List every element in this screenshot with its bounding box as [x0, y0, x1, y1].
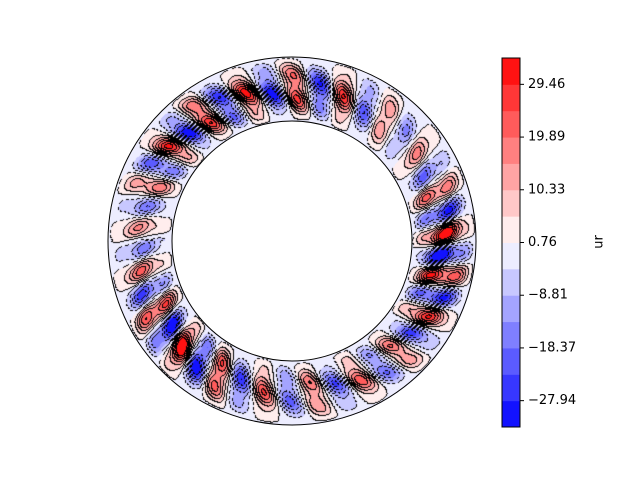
colorbar-band: [502, 58, 520, 85]
colorbar-band: [502, 374, 520, 402]
colorbar-tick-label: 0.76: [528, 235, 557, 250]
colorbar-band: [502, 84, 520, 112]
colorbar-band: [502, 400, 520, 428]
colorbar-band: [502, 137, 520, 164]
colorbar-band: [502, 295, 520, 323]
colorbar-tick-label: −8.81: [528, 288, 568, 303]
colorbar-ticks: 29.46 19.89 10.33 0.76 −8.81 −18.37 −27.94: [520, 77, 576, 408]
colorbar-band: [502, 189, 520, 217]
colorbar-band: [502, 321, 520, 349]
colorbar-tick-label: 19.89: [528, 130, 565, 145]
inner-boundary: [171, 120, 413, 362]
outer-boundary: [107, 56, 477, 426]
colorbar-band: [502, 163, 520, 191]
colorbar-band: [502, 268, 520, 296]
colorbar-tick-label: −18.37: [528, 340, 576, 355]
colorbar-band: [502, 242, 520, 270]
colorbar-label: ur: [592, 235, 607, 249]
colorbar-tick-label: 29.46: [528, 77, 565, 92]
colorbar-band: [502, 110, 520, 138]
colorbar-band: [502, 347, 520, 375]
colorbar: [502, 58, 520, 428]
colorbar-band: [502, 216, 520, 243]
colorbar-tick-label: 10.33: [528, 182, 565, 197]
colorbar-tick-label: −27.94: [528, 393, 576, 408]
